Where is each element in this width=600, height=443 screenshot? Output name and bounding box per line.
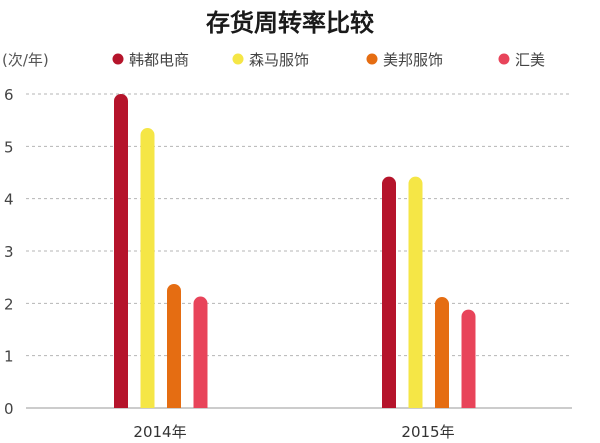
bar [382,176,396,408]
legend-label: 汇美 [515,51,545,69]
legend-marker [112,53,124,65]
chart-bars [114,94,476,408]
bar [435,297,449,408]
bar [408,176,423,408]
x-tick-label: 2015年 [401,423,454,441]
chart-title: 存货周转率比较 [206,9,374,37]
y-tick-label: 4 [4,191,14,209]
legend-label: 美邦服饰 [383,51,443,69]
bar [193,296,208,408]
x-tick-label: 2014年 [133,423,186,441]
y-axis-ticks: 0 1 2 3 4 5 6 [4,86,14,418]
legend-label: 韩都电商 [129,51,189,69]
legend-marker [498,53,510,65]
y-tick-label: 1 [4,348,14,366]
y-tick-label: 6 [4,86,14,104]
y-axis-unit-label: (次/年) [2,51,49,69]
y-tick-label: 0 [4,400,14,418]
bar [167,283,181,408]
legend-marker [366,53,378,65]
chart-gridlines [26,93,572,409]
y-tick-label: 5 [4,138,14,156]
bar [140,128,155,408]
y-tick-label: 3 [4,243,14,261]
bar [461,309,476,408]
legend-marker [232,53,244,65]
y-tick-label: 2 [4,295,14,313]
bar [114,94,128,408]
x-axis-ticks: 2014年 2015年 [133,423,454,441]
chart-legend: 韩都电商 森马服饰 美邦服饰 汇美 [112,51,545,69]
legend-label: 森马服饰 [249,51,309,69]
